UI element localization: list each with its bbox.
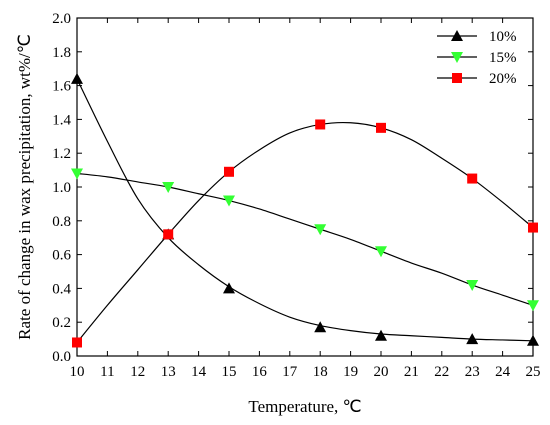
legend-label: 15%: [489, 50, 517, 66]
data-point: [224, 166, 234, 177]
legend-marker: [452, 73, 462, 83]
axis-ticks: [76, 17, 534, 357]
data-point: [528, 222, 538, 233]
data-point: [466, 280, 479, 292]
data-point: [223, 282, 235, 294]
data-point: [527, 334, 539, 346]
data-point: [314, 224, 327, 236]
series-1: [71, 168, 539, 312]
legend-marker: [451, 52, 463, 63]
legend-marker: [451, 30, 463, 41]
series-line: [76, 121, 534, 343]
x-tick-label: 21: [404, 364, 419, 380]
y-tick-label: 0.8: [52, 214, 71, 230]
data-point: [375, 246, 387, 258]
data-point: [315, 119, 326, 130]
y-tick-label: 0.4: [52, 281, 71, 297]
y-tick-label: 0.2: [52, 315, 71, 331]
x-tick-label: 25: [526, 364, 541, 380]
data-point: [375, 329, 387, 341]
legend-label: 10%: [489, 29, 517, 45]
data-point: [71, 168, 83, 180]
x-tick-label: 15: [222, 364, 237, 380]
data-point: [314, 321, 327, 333]
legend: 10% 15% 20%: [437, 29, 517, 87]
x-tick-label: 14: [191, 364, 207, 380]
x-tick-label: 11: [100, 364, 114, 380]
series-line: [76, 78, 534, 342]
x-tick-label: 13: [161, 364, 176, 380]
data-point: [527, 300, 539, 312]
y-tick-label: 0.0: [52, 349, 71, 365]
legend-item: 15%: [437, 50, 517, 66]
x-tick-label: 18: [313, 364, 328, 380]
y-tick-label: 1.6: [52, 79, 71, 95]
tick-labels: 10 11 12 13 14 15 16 17 18 19 20 21 22 23 24 25 0.0 0.2 0.…: [52, 11, 540, 380]
data-point: [163, 229, 174, 240]
x-tick-label: 22: [434, 364, 449, 380]
data-point: [223, 195, 235, 207]
x-tick-label: 23: [465, 364, 480, 380]
series-0: [71, 72, 539, 346]
x-tick-label: 19: [343, 364, 358, 380]
x-tick-label: 24: [495, 364, 511, 380]
series-layer: [71, 72, 539, 348]
x-axis-title: Temperature, ℃: [248, 397, 361, 416]
y-tick-label: 1.2: [52, 146, 71, 162]
series-2: [72, 119, 538, 348]
data-point: [467, 173, 478, 184]
y-tick-label: 2.0: [52, 11, 71, 27]
y-axis-title: Rate of change in wax precipitation, wt%…: [15, 34, 34, 340]
data-point: [72, 337, 82, 348]
y-tick-label: 0.6: [52, 248, 71, 264]
data-point: [71, 72, 83, 84]
y-tick-label: 1.8: [52, 45, 71, 61]
data-point: [376, 122, 386, 133]
x-tick-label: 16: [252, 364, 268, 380]
legend-item: 20%: [437, 71, 517, 87]
y-tick-label: 1.4: [52, 112, 71, 128]
legend-label: 20%: [489, 71, 517, 87]
x-tick-label: 17: [282, 364, 298, 380]
data-point: [162, 182, 175, 193]
plot-frame: [76, 17, 534, 357]
y-tick-label: 1.0: [52, 180, 71, 196]
legend-item: 10%: [437, 29, 517, 45]
x-tick-label: 12: [130, 364, 145, 380]
x-tick-label: 20: [374, 364, 389, 380]
x-tick-label: 10: [70, 364, 85, 380]
data-point: [466, 333, 479, 345]
series-line: [76, 172, 534, 306]
plot-border: [76, 17, 534, 357]
